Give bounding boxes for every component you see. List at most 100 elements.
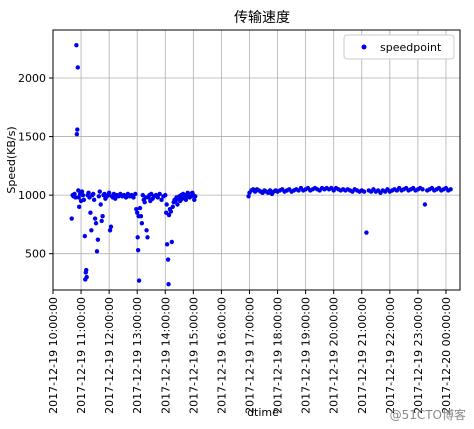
x-tick-label: 2017-12-19 10:00:00	[47, 297, 60, 414]
x-tick-label: 2017-12-19 18:00:00	[272, 297, 285, 414]
data-point	[159, 197, 164, 203]
data-point	[183, 197, 189, 203]
data-point	[76, 204, 82, 210]
legend-box	[343, 34, 455, 60]
data-point	[267, 188, 273, 193]
x-axis: 2017-12-19 10:00:00 2017-12-19 11:00:00 20…	[47, 290, 453, 414]
data-point	[76, 188, 81, 193]
x-tick-label: 2017-12-19 17:00:00	[243, 297, 256, 414]
data-point	[123, 195, 129, 200]
data-point	[75, 127, 80, 132]
y-axis-label: Speed(KB/s)	[5, 126, 18, 193]
data-point	[106, 190, 112, 195]
data-point	[364, 230, 369, 235]
data-point	[95, 237, 101, 242]
data-point	[100, 214, 105, 219]
data-point	[420, 187, 425, 192]
y-tick-label: 500	[25, 248, 46, 261]
data-point	[84, 267, 89, 273]
x-tick-label: 2017-12-19 11:00:00	[75, 297, 88, 414]
data-point	[422, 202, 428, 207]
data-point	[134, 206, 139, 212]
data-point	[164, 202, 169, 207]
data-point	[74, 132, 80, 137]
x-tick-label: 2017-12-19 19:00:00	[300, 297, 313, 414]
x-tick-label: 2017-12-19 21:00:00	[356, 297, 369, 414]
data-point	[89, 228, 94, 233]
data-point	[96, 194, 102, 199]
data-point	[144, 228, 149, 233]
grid	[52, 30, 460, 290]
data-point	[448, 187, 453, 192]
x-tick-label: 2017-12-19 15:00:00	[187, 297, 200, 414]
data-point	[163, 192, 168, 198]
data-point	[139, 221, 145, 226]
data-point	[246, 194, 251, 199]
data-point	[169, 239, 175, 245]
data-point	[165, 257, 171, 262]
watermark: @51CTO博客	[389, 408, 466, 422]
data-point	[145, 235, 150, 240]
data-point	[193, 194, 198, 199]
data-point	[94, 249, 100, 254]
legend-label: speedpoint	[380, 41, 442, 54]
data-point	[157, 191, 162, 197]
data-points	[69, 43, 453, 287]
data-point	[81, 197, 87, 203]
x-tick-label: 2017-12-19 13:00:00	[131, 297, 144, 414]
data-point	[74, 43, 79, 48]
data-point	[168, 209, 174, 214]
legend-marker	[361, 44, 367, 50]
plot-frame	[52, 29, 461, 291]
data-point	[135, 235, 140, 240]
data-point	[138, 214, 144, 219]
data-point	[175, 202, 180, 207]
data-point	[164, 242, 170, 247]
data-point	[75, 65, 80, 70]
data-point	[97, 189, 102, 194]
data-point	[361, 189, 367, 194]
chart-title: 传输速度	[234, 10, 290, 26]
data-point	[76, 195, 81, 200]
data-point	[107, 228, 113, 233]
data-point	[166, 212, 172, 218]
y-tick-label: 1000	[18, 189, 46, 202]
data-point	[91, 197, 97, 203]
data-point	[80, 192, 86, 198]
data-point	[99, 218, 104, 224]
x-tick-label: 2017-12-19 22:00:00	[384, 297, 397, 414]
x-tick-label: 2017-12-20 00:00:00	[440, 297, 453, 414]
x-tick-label: 2017-12-19 20:00:00	[328, 297, 341, 414]
data-point	[98, 202, 103, 207]
data-point	[88, 210, 93, 215]
y-tick-label: 2000	[18, 72, 46, 85]
y-tick-label: 1500	[18, 131, 46, 144]
data-point	[91, 191, 96, 197]
data-point	[170, 204, 175, 210]
data-point	[131, 195, 136, 200]
data-point	[142, 199, 147, 205]
data-point	[135, 247, 141, 253]
data-point	[137, 205, 143, 211]
data-point	[84, 274, 89, 280]
data-point	[133, 191, 138, 197]
x-tick-label: 2017-12-19 23:00:00	[412, 297, 425, 414]
data-point	[82, 233, 88, 239]
data-point	[86, 190, 91, 195]
data-point	[136, 278, 142, 283]
data-point	[79, 189, 85, 194]
data-point	[93, 221, 99, 226]
data-point	[92, 216, 98, 221]
legend: speedpoint	[343, 34, 455, 60]
data-point	[108, 224, 114, 229]
data-point	[166, 281, 171, 287]
data-point	[72, 191, 77, 197]
data-point	[113, 196, 118, 201]
x-tick-label: 2017-12-19 12:00:00	[103, 297, 116, 414]
y-axis: 500 1000 1500 2000	[18, 72, 53, 261]
data-point	[135, 210, 140, 215]
x-axis-label: dtime	[247, 406, 279, 419]
data-point	[69, 216, 74, 221]
data-point	[73, 195, 78, 200]
